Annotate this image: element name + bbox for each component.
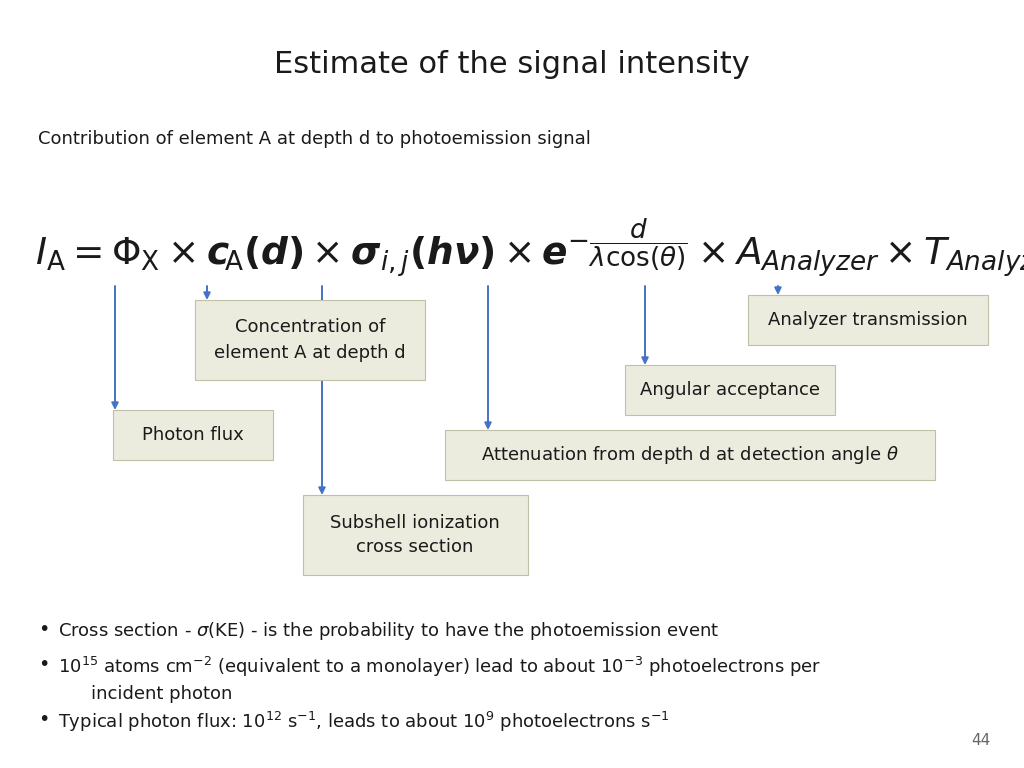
Text: Attenuation from depth d at detection angle $\theta$: Attenuation from depth d at detection an… bbox=[481, 444, 899, 466]
Text: Typical photon flux: $10^{12}$ s$^{-1}$, leads to about $10^{9}$ photoelectrons : Typical photon flux: $10^{12}$ s$^{-1}$,… bbox=[58, 710, 670, 734]
FancyBboxPatch shape bbox=[445, 430, 935, 480]
Text: $10^{15}$ atoms cm$^{-2}$ (equivalent to a monolayer) lead to about $10^{-3}$ ph: $10^{15}$ atoms cm$^{-2}$ (equivalent to… bbox=[58, 655, 821, 679]
Text: •: • bbox=[38, 710, 49, 729]
Text: •: • bbox=[38, 620, 49, 639]
FancyBboxPatch shape bbox=[748, 295, 988, 345]
Text: Estimate of the signal intensity: Estimate of the signal intensity bbox=[274, 50, 750, 79]
Text: Angular acceptance: Angular acceptance bbox=[640, 381, 820, 399]
Text: •: • bbox=[38, 655, 49, 674]
Text: Analyzer transmission: Analyzer transmission bbox=[768, 311, 968, 329]
Text: Photon flux: Photon flux bbox=[142, 426, 244, 444]
FancyBboxPatch shape bbox=[302, 495, 527, 575]
Text: $I_{\mathrm{A}} = \Phi_{\mathrm{X}} \times \boldsymbol{c}_{\!\mathrm{A}}\boldsym: $I_{\mathrm{A}} = \Phi_{\mathrm{X}} \tim… bbox=[35, 216, 1024, 280]
Text: 44: 44 bbox=[971, 733, 990, 748]
Text: Cross section - $\sigma$(KE) - is the probability to have the photoemission even: Cross section - $\sigma$(KE) - is the pr… bbox=[58, 620, 720, 642]
Text: Subshell ionization
cross section: Subshell ionization cross section bbox=[330, 514, 500, 557]
FancyBboxPatch shape bbox=[195, 300, 425, 380]
Text: incident photon: incident photon bbox=[68, 685, 232, 703]
FancyBboxPatch shape bbox=[113, 410, 273, 460]
Text: Contribution of element A at depth d to photoemission signal: Contribution of element A at depth d to … bbox=[38, 130, 591, 148]
FancyBboxPatch shape bbox=[625, 365, 835, 415]
Text: Concentration of
element A at depth d: Concentration of element A at depth d bbox=[214, 319, 406, 362]
